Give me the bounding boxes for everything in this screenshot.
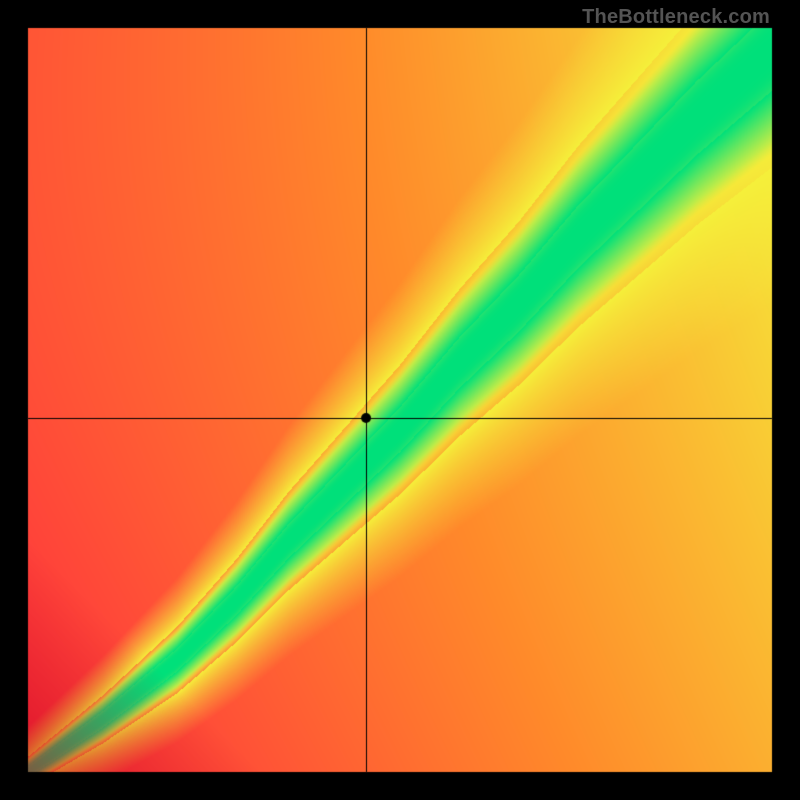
crosshair-overlay [0,0,800,800]
watermark-text: TheBottleneck.com [582,6,770,29]
chart-container: TheBottleneck.com [0,0,800,800]
